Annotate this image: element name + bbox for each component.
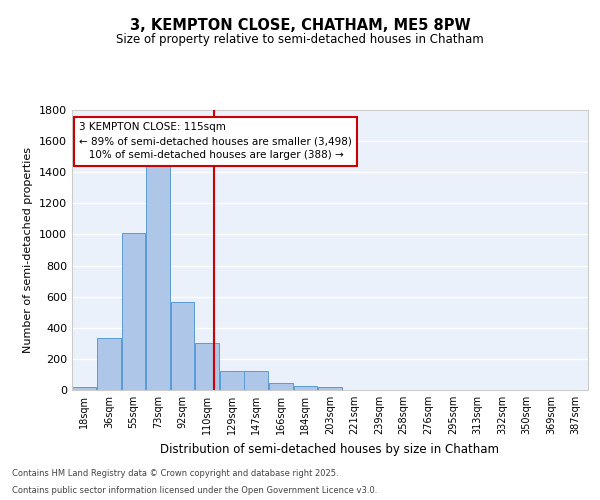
Text: 3 KEMPTON CLOSE: 115sqm
← 89% of semi-detached houses are smaller (3,498)
   10%: 3 KEMPTON CLOSE: 115sqm ← 89% of semi-de…: [79, 122, 352, 160]
Text: Contains public sector information licensed under the Open Government Licence v3: Contains public sector information licen…: [12, 486, 377, 495]
Y-axis label: Number of semi-detached properties: Number of semi-detached properties: [23, 147, 34, 353]
Bar: [170, 302, 194, 390]
Bar: [220, 372, 244, 390]
Bar: [318, 387, 342, 390]
Bar: [146, 156, 170, 390]
Bar: [73, 387, 96, 390]
Bar: [97, 338, 121, 390]
X-axis label: Distribution of semi-detached houses by size in Chatham: Distribution of semi-detached houses by …: [161, 442, 499, 456]
Text: Size of property relative to semi-detached houses in Chatham: Size of property relative to semi-detach…: [116, 32, 484, 46]
Bar: [269, 383, 293, 390]
Text: Contains HM Land Registry data © Crown copyright and database right 2025.: Contains HM Land Registry data © Crown c…: [12, 468, 338, 477]
Bar: [122, 233, 145, 390]
Bar: [293, 386, 317, 390]
Bar: [244, 372, 268, 390]
Text: 3, KEMPTON CLOSE, CHATHAM, ME5 8PW: 3, KEMPTON CLOSE, CHATHAM, ME5 8PW: [130, 18, 470, 32]
Bar: [195, 344, 219, 390]
